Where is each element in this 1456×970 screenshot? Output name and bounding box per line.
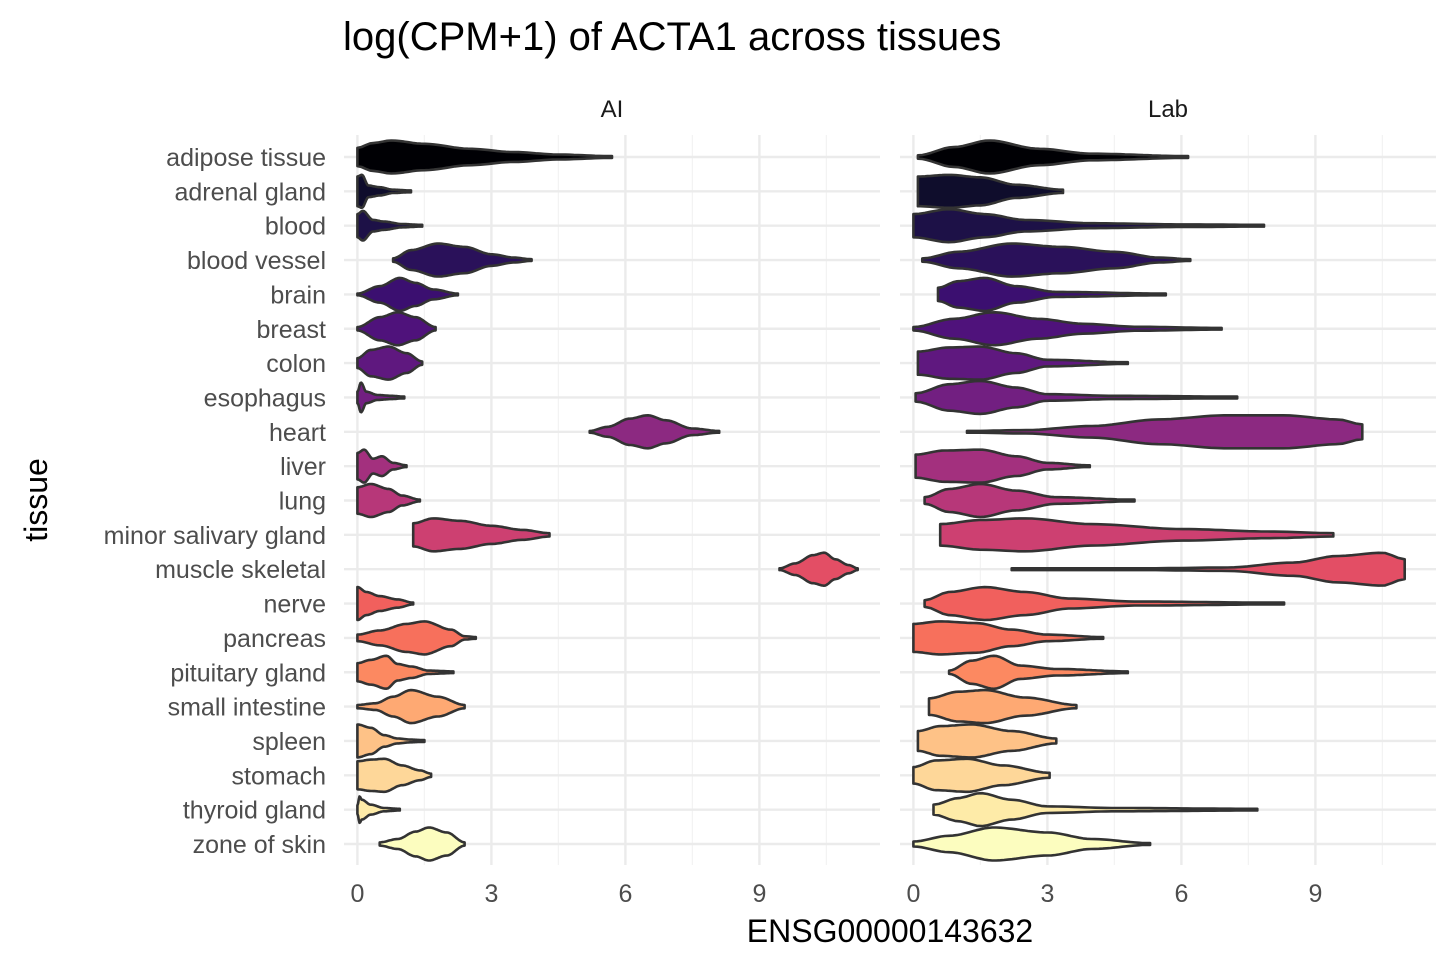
violin-lab-stomach — [912, 757, 1051, 794]
y-tick-label: muscle skeletal — [155, 556, 326, 584]
violin-lab-adrenal-gland — [916, 173, 1065, 210]
y-tick-label: zone of skin — [193, 831, 326, 859]
y-tick-label: liver — [280, 453, 326, 481]
facet-panel-ai — [344, 135, 880, 865]
violin-ai-thyroid-gland — [356, 795, 402, 825]
violin-ai-nerve — [356, 585, 415, 622]
violin-ai-lung — [356, 482, 422, 519]
y-tick-label: minor salivary gland — [104, 522, 326, 550]
violin-ai-adrenal-gland — [356, 173, 413, 210]
violin-lab-minor-salivary-gland — [938, 517, 1335, 553]
y-tick-label: pituitary gland — [170, 659, 326, 687]
x-axis-title: ENSG00000143632 — [747, 913, 1033, 949]
y-tick-label: spleen — [252, 728, 326, 756]
y-tick-label: blood vessel — [187, 247, 326, 275]
violin-lab-spleen — [916, 723, 1058, 759]
violin-ai-blood — [356, 209, 424, 242]
violin-lab-muscle-skeletal — [1010, 551, 1406, 587]
violin-ai-liver — [356, 448, 408, 484]
y-tick-label: stomach — [232, 762, 326, 790]
violin-lab-adipose-tissue — [916, 139, 1190, 175]
violin-ai-esophagus — [356, 381, 406, 414]
violin-lab-lung — [923, 482, 1136, 519]
violin-ai-pituitary-gland — [356, 654, 455, 690]
violin-ai-colon — [356, 345, 424, 381]
y-tick-label: esophagus — [204, 384, 326, 412]
violin-lab-heart — [965, 414, 1364, 450]
y-axis-ticks: zone of skin thyroid gland stomach spleen sm… — [104, 144, 326, 859]
violin-lab-small-intestine — [927, 688, 1078, 725]
violin-lab-brain — [936, 276, 1168, 313]
violin-lab-thyroid-gland — [932, 791, 1259, 828]
y-tick-label: pancreas — [223, 625, 326, 653]
violin-lab-esophagus — [914, 379, 1239, 416]
x-tick-label-ai: 9 — [752, 880, 766, 908]
facet-label-ai: AI — [601, 96, 624, 123]
violin-ai-small-intestine — [356, 688, 466, 725]
y-tick-label: colon — [266, 350, 326, 378]
violin-lab-pancreas — [912, 620, 1105, 656]
violin-lab-colon — [916, 345, 1130, 381]
violin-lab-breast — [912, 311, 1223, 347]
y-tick-label: nerve — [263, 591, 326, 619]
violin-ai-spleen — [356, 723, 426, 759]
y-tick-label: breast — [257, 316, 327, 344]
x-tick-label-lab: 0 — [906, 880, 920, 908]
violin-ai-blood-vessel — [391, 242, 533, 278]
y-tick-label: adrenal gland — [174, 178, 326, 206]
y-tick-label: heart — [269, 419, 326, 447]
violin-lab-zone-of-skin — [912, 826, 1152, 862]
x-tick-label-lab: 9 — [1308, 880, 1322, 908]
violin-ai-brain — [356, 276, 460, 313]
chart-title: log(CPM+1) of ACTA1 across tissues — [343, 15, 1001, 59]
violin-ai-adipose-tissue — [356, 139, 614, 175]
violin-ai-muscle-skeletal — [778, 551, 859, 587]
violin-ai-breast — [356, 311, 437, 347]
x-tick-label-lab: 6 — [1174, 880, 1188, 908]
violin-ai-zone-of-skin — [378, 826, 466, 862]
x-tick-label-ai: 3 — [484, 880, 498, 908]
violin-ai-pancreas — [356, 620, 478, 656]
violin-lab-liver — [914, 448, 1092, 484]
y-tick-label: adipose tissue — [166, 144, 326, 172]
violin-ai-heart — [588, 414, 721, 450]
violin-lab-blood — [912, 207, 1266, 244]
facet-label-lab: Lab — [1148, 96, 1188, 123]
facet-panel-lab — [900, 135, 1436, 865]
y-axis-title: tissue — [18, 458, 54, 542]
violin-lab-nerve — [923, 585, 1286, 622]
violin-lab-blood-vessel — [921, 242, 1192, 278]
violin-lab-pituitary-gland — [947, 654, 1130, 691]
x-axis-ticks: 0 3 6 9 0 3 6 9 — [350, 880, 1322, 908]
violin-ai-stomach — [356, 757, 433, 794]
violin-ai-minor-salivary-gland — [411, 517, 551, 553]
x-tick-label-lab: 3 — [1040, 880, 1054, 908]
y-tick-label: blood — [265, 213, 326, 241]
x-tick-label-ai: 6 — [618, 880, 632, 908]
y-tick-label: brain — [270, 281, 326, 309]
y-tick-label: thyroid gland — [183, 797, 326, 825]
y-tick-label: lung — [279, 488, 326, 516]
x-tick-label-ai: 0 — [350, 880, 364, 908]
y-tick-label: small intestine — [168, 694, 326, 722]
